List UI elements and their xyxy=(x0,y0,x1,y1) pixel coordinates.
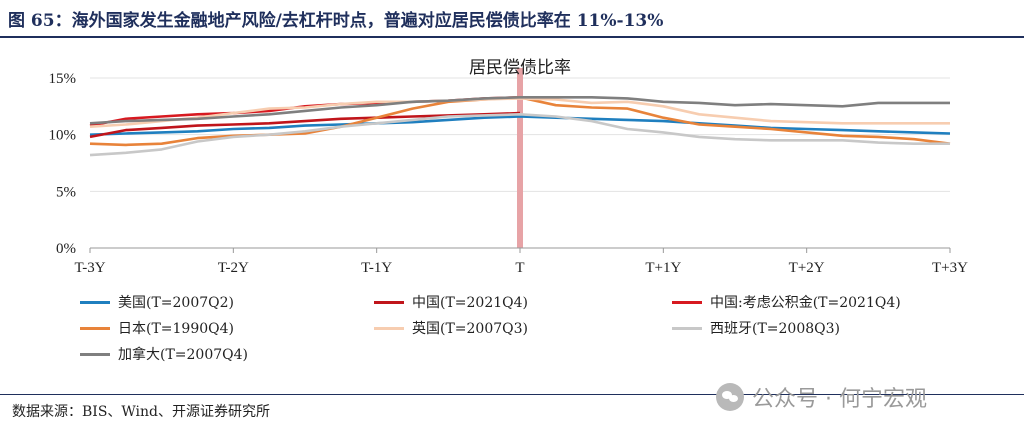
legend-item: 日本(T=1990Q4) xyxy=(80,318,234,338)
legend-item: 中国(T=2021Q4) xyxy=(374,292,528,312)
legend-swatch xyxy=(374,300,404,304)
legend-swatch xyxy=(672,326,702,330)
x-tick-label: T-2Y xyxy=(218,260,249,276)
x-tick-label: T+3Y xyxy=(932,260,968,276)
event-annotation: 居民偿债比率 xyxy=(469,58,571,78)
y-tick-label: 15% xyxy=(49,71,77,87)
x-tick-label: T+2Y xyxy=(789,260,825,276)
x-axis-ticks: T-3Y T-2Y T-1Y T T+1Y T+2Y T+3Y xyxy=(74,248,968,276)
source-note: 数据来源：BIS、Wind、开源证券研究所 xyxy=(12,404,271,420)
x-tick-label: T xyxy=(515,260,524,276)
title-rule xyxy=(0,36,1024,38)
legend-label: 日本(T=1990Q4) xyxy=(118,321,235,337)
legend-label: 西班牙(T=2008Q3) xyxy=(710,321,841,337)
y-tick-label: 0% xyxy=(56,241,76,257)
legend-item: 中国:考虑公积金(T=2021Q4) xyxy=(672,292,901,312)
legend-item: 加拿大(T=2007Q4) xyxy=(80,344,248,364)
x-tick-label: T-1Y xyxy=(361,260,392,276)
watermark: 公众号 · 何宁宏观 xyxy=(716,381,927,413)
legend-swatch xyxy=(80,300,110,304)
legend-item: 美国(T=2007Q2) xyxy=(80,292,234,312)
legend-label: 美国(T=2007Q2) xyxy=(118,295,235,311)
legend-swatch xyxy=(672,300,702,304)
y-axis-ticks: 0% 5% 10% 15% xyxy=(49,71,77,257)
legend-label: 中国:考虑公积金(T=2021Q4) xyxy=(710,295,901,311)
watermark-text: 公众号 · 何宁宏观 xyxy=(752,387,927,412)
legend-item: 西班牙(T=2008Q3) xyxy=(672,318,840,338)
legend-swatch xyxy=(80,326,110,330)
legend-label: 中国(T=2021Q4) xyxy=(412,295,529,311)
x-tick-label: T+1Y xyxy=(645,260,681,276)
legend-label: 英国(T=2007Q3) xyxy=(412,321,529,337)
series-line xyxy=(89,96,950,125)
footer-rule xyxy=(0,394,1024,395)
legend-label: 加拿大(T=2007Q4) xyxy=(118,347,249,363)
y-tick-label: 5% xyxy=(56,184,76,200)
series-layer xyxy=(89,96,951,157)
line-chart: T-3Y T-2Y T-1Y T T+1Y T+2Y T+3Y 0% 5% 10% 15% 居民偿… xyxy=(49,58,969,276)
legend-swatch xyxy=(374,326,404,330)
legend-item: 英国(T=2007Q3) xyxy=(374,318,528,338)
x-tick-label: T-3Y xyxy=(74,260,105,276)
series-line xyxy=(89,113,950,157)
event-marker-bar xyxy=(517,68,523,248)
figure-title: 图 65：海外国家发生金融地产风险/去杠杆时点，普遍对应居民偿债比率在 11%-… xyxy=(8,11,664,31)
series-line xyxy=(89,115,951,136)
legend: 美国(T=2007Q2) 中国(T=2021Q4) 中国:考虑公积金(T=2021Q… xyxy=(80,292,980,372)
wechat-icon xyxy=(716,383,744,411)
legend-swatch xyxy=(80,352,110,356)
y-tick-label: 10% xyxy=(49,128,77,144)
